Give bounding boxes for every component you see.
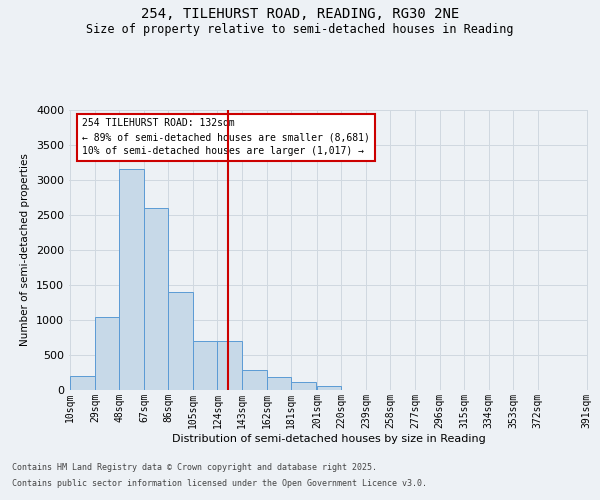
Bar — [242, 370, 266, 390]
Bar — [217, 341, 242, 390]
Text: Contains public sector information licensed under the Open Government Licence v3: Contains public sector information licen… — [12, 479, 427, 488]
Bar — [144, 208, 169, 390]
Bar — [169, 292, 193, 390]
Text: Contains HM Land Registry data © Crown copyright and database right 2025.: Contains HM Land Registry data © Crown c… — [12, 462, 377, 471]
Text: Size of property relative to semi-detached houses in Reading: Size of property relative to semi-detach… — [86, 22, 514, 36]
Bar — [193, 341, 217, 390]
Bar — [119, 170, 144, 390]
Y-axis label: Number of semi-detached properties: Number of semi-detached properties — [20, 154, 31, 346]
Text: 254 TILEHURST ROAD: 132sqm
← 89% of semi-detached houses are smaller (8,681)
10%: 254 TILEHURST ROAD: 132sqm ← 89% of semi… — [82, 118, 370, 156]
Bar — [95, 316, 119, 390]
X-axis label: Distribution of semi-detached houses by size in Reading: Distribution of semi-detached houses by … — [172, 434, 485, 444]
Bar — [317, 386, 341, 390]
Bar — [291, 382, 316, 390]
Bar — [70, 376, 95, 390]
Bar — [266, 376, 291, 390]
Text: 254, TILEHURST ROAD, READING, RG30 2NE: 254, TILEHURST ROAD, READING, RG30 2NE — [141, 8, 459, 22]
